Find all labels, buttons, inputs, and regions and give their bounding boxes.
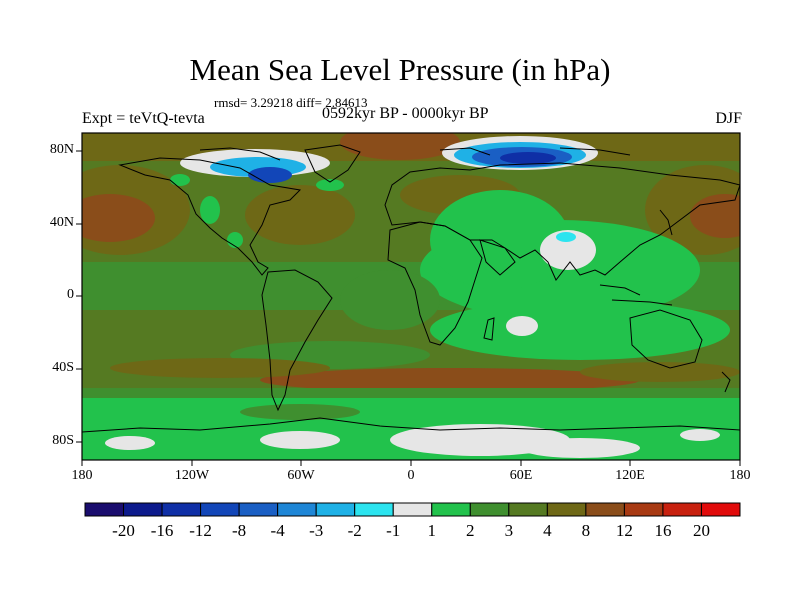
period-label: 0592kyr BP - 0000kyr BP <box>322 105 489 122</box>
colorbar-swatch <box>277 502 317 517</box>
colorbar-label: -4 <box>270 521 285 540</box>
colorbar-label: 12 <box>615 521 633 540</box>
colorbar-swatch <box>161 502 202 517</box>
colorbar-swatch <box>700 502 741 517</box>
map-title: Mean Sea Level Pressure (in hPa) <box>189 52 611 87</box>
colorbar-label: 8 <box>581 521 591 540</box>
colorbar-swatch <box>585 502 625 517</box>
pressure-field <box>82 133 740 460</box>
colorbar-label: -12 <box>189 521 212 540</box>
lon-label-0: 0 <box>407 468 415 483</box>
colorbar-label: 20 <box>692 521 710 540</box>
colorbar-label: 16 <box>654 521 672 540</box>
colorbar-swatch <box>84 502 125 517</box>
colorbar-label: 3 <box>504 521 514 540</box>
lon-label-120e: 120E <box>615 468 645 483</box>
colorbar-swatch <box>123 502 163 517</box>
colorbar-swatch <box>354 502 394 517</box>
lon-label-60e: 60E <box>509 468 533 483</box>
season-label: DJF <box>715 110 742 127</box>
lat-label-80s: 80S <box>52 433 74 448</box>
colorbar-swatch <box>238 502 279 517</box>
colorbar-swatch <box>200 502 240 517</box>
coastlines <box>82 144 740 433</box>
colorbar-label: -3 <box>309 521 324 540</box>
colorbar-swatch <box>623 502 664 517</box>
colorbar-swatch <box>508 502 548 517</box>
colorbar-swatch <box>662 502 702 517</box>
stats-label: rmsd= 3.29218 diff= 2.84613 <box>214 95 368 110</box>
lon-label-180w: 180 <box>71 468 93 483</box>
colorbar-swatch <box>546 502 587 517</box>
lat-label-40n: 40N <box>49 215 74 230</box>
lat-label-80n: 80N <box>49 142 74 157</box>
colorbar-swatch <box>469 502 510 517</box>
lon-label-180e: 180 <box>729 468 751 483</box>
lon-label-120w: 120W <box>174 468 210 483</box>
lat-label-0: 0 <box>67 287 74 302</box>
colorbar-label: -1 <box>386 521 401 540</box>
colorbar-label: 4 <box>543 521 552 540</box>
colorbar-label: -8 <box>232 521 247 540</box>
colorbar-swatch <box>392 502 433 517</box>
lat-label-40s: 40S <box>52 360 74 375</box>
axis-ticks <box>76 150 741 466</box>
colorbar-label: 2 <box>466 521 475 540</box>
colorbar-label: -20 <box>112 521 135 540</box>
colorbar-swatch <box>315 502 356 517</box>
colorbar-label: 1 <box>427 521 437 540</box>
experiment-label: Expt = teVtQ-tevta <box>82 110 205 127</box>
lon-label-60w: 60W <box>287 468 315 483</box>
colorbar-label: -2 <box>347 521 362 540</box>
colorbar-label: -16 <box>150 521 174 540</box>
colorbar-swatch <box>431 502 471 517</box>
